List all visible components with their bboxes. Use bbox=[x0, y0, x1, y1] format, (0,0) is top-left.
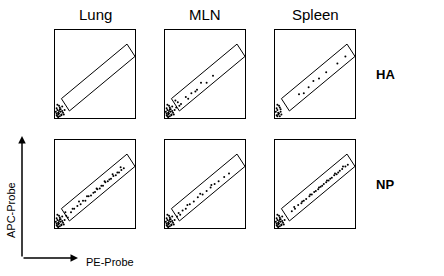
svg-text:Lung: Lung bbox=[79, 6, 112, 23]
svg-text:APC-Probe: APC-Probe bbox=[5, 182, 17, 238]
svg-text:NP: NP bbox=[376, 177, 394, 192]
svg-text:PE-Probe: PE-Probe bbox=[86, 256, 134, 268]
svg-text:Spleen: Spleen bbox=[292, 6, 339, 23]
svg-text:HA: HA bbox=[376, 67, 395, 82]
svg-text:MLN: MLN bbox=[189, 6, 221, 23]
